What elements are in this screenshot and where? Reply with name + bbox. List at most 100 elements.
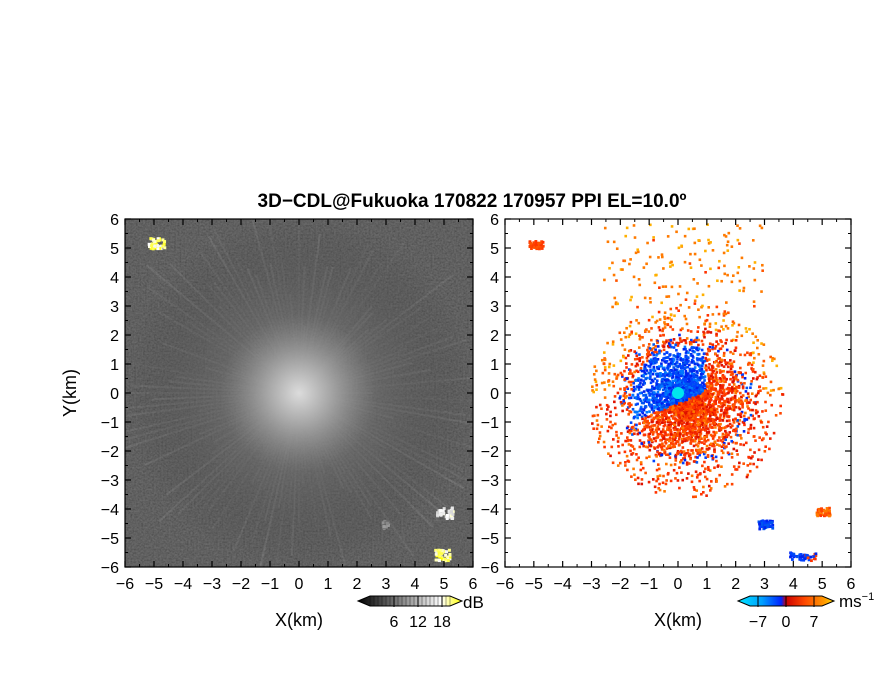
- velocity-pixel: [696, 473, 700, 477]
- velocity-pixel: [732, 420, 736, 424]
- velocity-pixel: [721, 440, 725, 444]
- velocity-pixel: [739, 353, 742, 357]
- velocity-pixel: [642, 390, 646, 393]
- velocity-pixel: [650, 348, 654, 351]
- velocity-pixel: [649, 358, 653, 361]
- velocity-pixel: [695, 396, 698, 399]
- velocity-pixel: [668, 456, 672, 459]
- velocity-pixel: [666, 404, 669, 408]
- velocity-pixel: [675, 440, 679, 443]
- velocity-pixel: [641, 466, 645, 470]
- x-tick-label: −2: [232, 576, 250, 593]
- velocity-pixel: [709, 433, 713, 437]
- velocity-pixel: [734, 339, 738, 342]
- velocity-pixel: [705, 318, 709, 322]
- velocity-pixel: [741, 405, 744, 409]
- velocity-pixel: [677, 443, 681, 447]
- echo-pixel: [445, 513, 449, 517]
- velocity-pixel: [683, 454, 687, 457]
- velocity-pixel: [692, 460, 696, 463]
- velocity-pixel: [693, 488, 696, 491]
- left-colorbar-ticks: 6 12 18: [369, 596, 451, 631]
- velocity-pixel: [679, 399, 683, 402]
- velocity-pixel: [714, 372, 717, 376]
- velocity-pixel: [677, 374, 681, 378]
- echo-pixel: [437, 509, 441, 513]
- velocity-pixel: [627, 413, 631, 416]
- velocity-pixel: [716, 342, 720, 346]
- velocity-pixel: [641, 356, 644, 359]
- velocity-pixel: [691, 424, 695, 428]
- velocity-pixel: [771, 359, 774, 363]
- velocity-pixel: [664, 431, 667, 435]
- velocity-pixel: [739, 415, 743, 419]
- velocity-pixel: [673, 428, 676, 432]
- velocity-pixel: [630, 453, 633, 456]
- velocity-pixel: [666, 445, 670, 448]
- velocity-pixel: [715, 459, 718, 463]
- velocity-pixel: [624, 461, 627, 464]
- velocity-pixel: [684, 351, 688, 355]
- velocity-pixel: [676, 355, 680, 359]
- velocity-pixel: [725, 434, 728, 438]
- velocity-pixel: [689, 419, 692, 422]
- velocity-pixel: [646, 354, 650, 358]
- velocity-pixel: [685, 422, 689, 426]
- velocity-pixel: [692, 495, 695, 499]
- velocity-pixel: [758, 374, 762, 378]
- velocity-pixel: [626, 406, 630, 409]
- velocity-pixel: [636, 393, 640, 396]
- velocity-pixel: [706, 454, 710, 457]
- y-tick-label: −1: [101, 415, 119, 432]
- velocity-pixel: [692, 399, 695, 403]
- velocity-pixel: [637, 385, 641, 389]
- velocity-pixel: [709, 331, 713, 334]
- velocity-pixel: [695, 406, 699, 409]
- velocity-pixel: [731, 352, 735, 355]
- velocity-pixel: [674, 453, 678, 457]
- velocity-pixel: [703, 406, 706, 410]
- velocity-pixel: [650, 428, 654, 432]
- velocity-pixel: [761, 376, 765, 379]
- velocity-pixel: [692, 375, 695, 379]
- velocity-pixel: [674, 404, 677, 407]
- velocity-pixel: [622, 394, 626, 398]
- velocity-pixel: [622, 399, 626, 403]
- velocity-pixel: [664, 438, 668, 441]
- velocity-pixel: [722, 388, 726, 392]
- velocity-pixel: [704, 364, 708, 367]
- velocity-pixel: [635, 423, 638, 427]
- velocity-pixel: [702, 381, 705, 385]
- echo-pixel: [434, 548, 438, 552]
- velocity-pixel: [685, 350, 688, 353]
- velocity-pixel: [694, 393, 697, 396]
- velocity-pixel: [695, 385, 698, 388]
- velocity-pixel: [651, 315, 654, 319]
- velocity-pixel: [722, 328, 725, 331]
- velocity-pixel: [736, 398, 740, 402]
- velocity-pixel: [657, 452, 661, 456]
- velocity-pixel: [672, 468, 676, 472]
- velocity-pixel: [678, 421, 681, 425]
- velocity-pixel: [648, 448, 652, 452]
- velocity-pixel: [669, 421, 672, 424]
- velocity-pixel: [672, 435, 676, 439]
- velocity-pixel: [681, 372, 685, 375]
- velocity-pixel: [621, 375, 624, 378]
- velocity-pixel: [686, 387, 690, 391]
- velocity-pixel: [671, 383, 675, 386]
- velocity-pixel: [657, 420, 661, 423]
- velocity-pixel: [652, 391, 656, 394]
- velocity-pixel: [712, 412, 716, 416]
- velocity-pixel: [683, 396, 686, 400]
- velocity-pixel: [697, 347, 701, 351]
- velocity-pixel: [744, 327, 748, 330]
- velocity-pixel: [703, 385, 707, 388]
- velocity-pixel: [692, 380, 695, 384]
- velocity-pixel: [628, 431, 632, 435]
- velocity-pixel: [731, 365, 734, 368]
- velocity-pixel: [701, 401, 705, 405]
- velocity-pixel: [718, 429, 721, 432]
- velocity-pixel: [760, 342, 763, 345]
- velocity-pixel: [711, 402, 715, 406]
